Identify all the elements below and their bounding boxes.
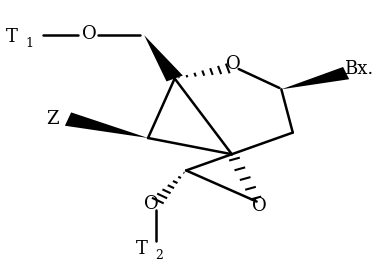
Text: O: O (252, 197, 267, 215)
Text: O: O (144, 195, 158, 213)
Text: O: O (226, 55, 240, 73)
Text: 1: 1 (26, 37, 33, 50)
Text: T: T (135, 240, 147, 258)
Polygon shape (144, 35, 183, 81)
Text: Bx.: Bx. (344, 60, 373, 78)
Text: O: O (82, 25, 96, 43)
Text: 2: 2 (156, 249, 164, 262)
Polygon shape (65, 112, 148, 138)
Polygon shape (281, 67, 349, 89)
Text: T: T (6, 28, 18, 46)
Text: Z: Z (46, 110, 58, 128)
